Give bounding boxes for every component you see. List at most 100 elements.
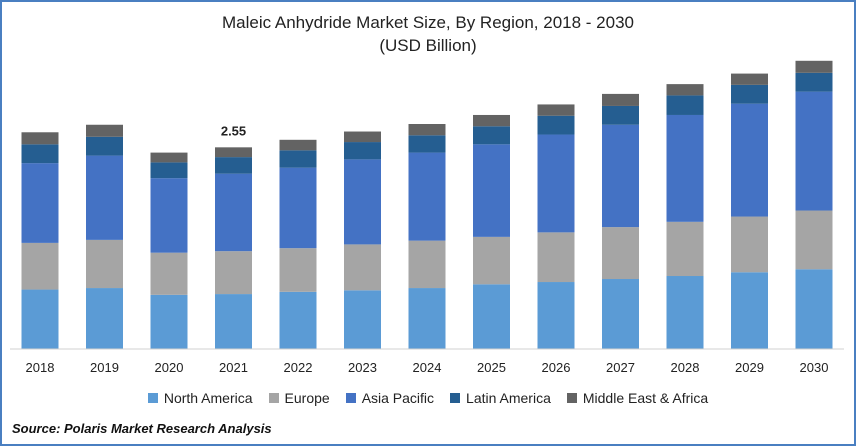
bar-2030-middle-east-africa <box>795 60 833 73</box>
x-tick-label: 2022 <box>284 360 313 375</box>
bar-2030-europe <box>795 210 833 270</box>
bar-2028-europe <box>666 221 704 277</box>
bar-2022-middle-east-africa <box>279 139 317 151</box>
bar-2030-asia-pacific <box>795 91 833 211</box>
legend-swatch <box>268 393 279 403</box>
x-tick-label: 2023 <box>348 360 377 375</box>
bar-2021-latin-america <box>215 157 252 174</box>
bar-2023-middle-east-africa <box>344 131 381 143</box>
bar-2020-europe <box>150 252 188 295</box>
bar-2022-europe <box>279 248 317 292</box>
legend-item: Europe <box>268 390 330 406</box>
legend-swatch <box>345 393 356 403</box>
bar-2018-asia-pacific <box>21 163 59 243</box>
x-tick-label: 2027 <box>606 360 635 375</box>
bar-2026-latin-america <box>537 115 575 135</box>
bar-2018-middle-east-africa <box>21 132 59 145</box>
x-tick-label: 2018 <box>26 360 55 375</box>
bar-2029-north-america <box>731 272 768 349</box>
bar-2024-middle-east-africa <box>408 124 446 136</box>
annotations-layer: 2.55 <box>221 123 246 138</box>
bar-2020-latin-america <box>150 162 188 179</box>
bar-2027-north-america <box>602 279 639 349</box>
x-tick-label: 2021 <box>219 360 248 375</box>
bar-2018-europe <box>21 242 59 290</box>
chart-title: Maleic Anhydride Market Size, By Region,… <box>221 13 634 32</box>
bar-2020-asia-pacific <box>150 178 188 253</box>
bar-2019-middle-east-africa <box>86 124 123 137</box>
bar-2021-north-america <box>215 294 252 349</box>
data-label: 2.55 <box>221 123 246 138</box>
chart-subtitle: (USD Billion) <box>379 36 477 55</box>
bars-layer <box>21 60 833 349</box>
bar-2019-europe <box>86 239 123 289</box>
legend-label: Latin America <box>466 390 551 406</box>
bar-2026-middle-east-africa <box>537 104 575 116</box>
legend-item: North America <box>147 390 253 406</box>
bar-2027-europe <box>602 227 639 280</box>
legend-swatch <box>147 393 158 403</box>
legend-swatch <box>450 393 461 403</box>
bar-2025-asia-pacific <box>473 144 510 237</box>
legend-item: Latin America <box>450 390 551 406</box>
bar-2018-north-america <box>21 289 59 349</box>
bar-2025-middle-east-africa <box>473 114 510 127</box>
x-tick-label: 2020 <box>155 360 184 375</box>
bar-2020-middle-east-africa <box>150 152 188 163</box>
x-tick-label: 2019 <box>90 360 119 375</box>
bar-2025-europe <box>473 236 510 285</box>
bar-2024-europe <box>408 240 446 289</box>
x-tick-label: 2025 <box>477 360 506 375</box>
bar-2030-north-america <box>795 269 833 349</box>
legend-label: Europe <box>284 390 330 406</box>
bar-2019-asia-pacific <box>86 155 123 240</box>
x-tick-label: 2024 <box>413 360 442 375</box>
bar-2029-middle-east-africa <box>731 73 768 85</box>
bar-2025-north-america <box>473 284 510 349</box>
source-note: Source: Polaris Market Research Analysis <box>12 421 272 436</box>
bar-2018-latin-america <box>21 144 59 164</box>
bar-2019-latin-america <box>86 136 123 156</box>
bar-2029-asia-pacific <box>731 103 768 217</box>
bar-2021-asia-pacific <box>215 173 252 252</box>
bar-2021-middle-east-africa <box>215 147 252 158</box>
bar-2026-asia-pacific <box>537 134 575 233</box>
legend: North America Europe Asia Pacific Latin Ame… <box>2 390 854 406</box>
x-tick-label: 2028 <box>671 360 700 375</box>
bar-2024-north-america <box>408 288 446 349</box>
legend-item: Asia Pacific <box>345 390 435 406</box>
bar-2028-asia-pacific <box>666 114 704 222</box>
legend-item: Middle East & Africa <box>566 390 709 406</box>
bar-2022-latin-america <box>279 150 317 168</box>
bar-2026-europe <box>537 232 575 283</box>
x-tick-label: 2029 <box>735 360 764 375</box>
bar-2024-asia-pacific <box>408 152 446 241</box>
bar-2028-latin-america <box>666 95 704 115</box>
bar-2027-middle-east-africa <box>602 93 639 106</box>
bar-2021-europe <box>215 251 252 295</box>
bar-2023-latin-america <box>344 142 381 160</box>
bar-2027-asia-pacific <box>602 124 639 228</box>
bar-2029-europe <box>731 216 768 273</box>
x-tick-label: 2026 <box>542 360 571 375</box>
bar-2028-north-america <box>666 276 704 349</box>
bar-2030-latin-america <box>795 72 833 92</box>
x-tick-labels: 2018 2019 2020 2021 2022 2023 2024 2025 2026 2027… <box>26 360 829 375</box>
bar-2019-north-america <box>86 288 123 349</box>
x-tick-label: 2030 <box>800 360 829 375</box>
bar-2023-europe <box>344 244 381 291</box>
bar-2024-latin-america <box>408 135 446 153</box>
bar-2022-north-america <box>279 291 317 349</box>
legend-swatch <box>566 393 577 403</box>
legend-label: Asia Pacific <box>361 390 435 406</box>
bar-2029-latin-america <box>731 84 768 104</box>
legend-label: Middle East & Africa <box>582 390 709 406</box>
bar-2023-north-america <box>344 290 381 349</box>
bar-2022-asia-pacific <box>279 167 317 249</box>
bar-2027-latin-america <box>602 105 639 125</box>
bar-2025-latin-america <box>473 126 510 145</box>
bar-2020-north-america <box>150 294 188 349</box>
bar-2023-asia-pacific <box>344 159 381 245</box>
